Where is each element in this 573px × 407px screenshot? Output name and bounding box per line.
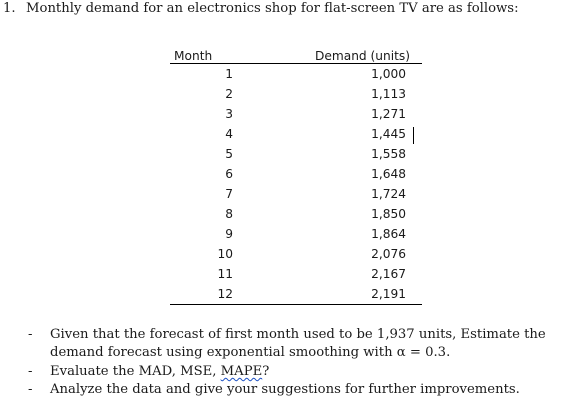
task-item: - Given that the forecast of first month…	[0, 326, 573, 363]
bullet-dash: -	[28, 363, 33, 379]
question-text: Monthly demand for an electronics shop f…	[26, 1, 519, 16]
task-text-continued: demand forecast using exponential smooth…	[50, 345, 451, 361]
demand-cell: 1,864	[371, 227, 406, 241]
table-row: 12 2,191	[170, 284, 422, 305]
demand-cell: 2,191	[241, 284, 422, 305]
demand-cell: 1,000	[371, 67, 406, 81]
table-row: 8 1,850	[170, 204, 422, 224]
question-number: 1.	[3, 1, 16, 16]
demand-cell: 1,648	[371, 167, 406, 181]
month-cell: 1	[225, 67, 233, 81]
month-cell: 4	[225, 127, 233, 141]
demand-column-header: Demand (units)	[241, 45, 422, 64]
demand-table: Month Demand (units) 1 1,000 2 1,113 3 1,27…	[170, 45, 422, 305]
task-text: Evaluate the MAD, MSE, MAPE?	[50, 363, 573, 381]
table-body: 1 1,000 2 1,113 3 1,271 4 1,445 5 1,558 6 1,64…	[170, 64, 422, 305]
task-text: Given that the forecast of first month u…	[50, 327, 546, 342]
month-cell: 9	[225, 227, 233, 241]
demand-cell: 1,113	[371, 87, 406, 101]
table-row: 5 1,558	[170, 144, 422, 164]
month-cell: 5	[225, 147, 233, 161]
task-item: - Analyze the data and give your suggest…	[0, 381, 573, 399]
bullet-dash: -	[28, 327, 33, 342]
task-list: - Given that the forecast of first month…	[0, 326, 573, 400]
table-row: 3 1,271	[170, 104, 422, 124]
text-cursor	[413, 127, 414, 144]
task-text-suffix: ?	[262, 363, 270, 379]
demand-cell: 1,271	[371, 107, 406, 121]
demand-cell: 1,724	[371, 187, 406, 201]
table-row: 7 1,724	[170, 184, 422, 204]
task-text: Analyze the data and give your suggestio…	[50, 382, 520, 398]
month-cell: 7	[225, 187, 233, 201]
demand-cell: 2,076	[371, 247, 406, 261]
month-cell: 6	[225, 167, 233, 181]
table-row: 10 2,076	[170, 244, 422, 264]
table-row: 6 1,648	[170, 164, 422, 184]
month-cell: 2	[225, 87, 233, 101]
month-cell: 10	[217, 247, 233, 261]
table-row: 11 2,167	[170, 264, 422, 284]
spellcheck-flagged-word: MAPE	[220, 363, 263, 379]
table-row: 1 1,000	[170, 64, 422, 85]
table-row: 4 1,445	[170, 124, 422, 144]
table-row: 2 1,113	[170, 84, 422, 104]
table-header-row: Month Demand (units)	[170, 45, 422, 64]
demand-cell: 1,445	[371, 127, 406, 141]
bullet-dash: -	[28, 382, 33, 398]
month-column-header: Month	[170, 45, 241, 64]
task-item: - Evaluate the MAD, MSE, MAPE?	[0, 363, 573, 381]
demand-cell: 2,167	[371, 267, 406, 281]
month-cell: 11	[217, 267, 233, 281]
month-cell: 8	[225, 207, 233, 221]
month-cell: 12	[170, 284, 241, 305]
question-heading: 1. Monthly demand for an electronics shop…	[3, 1, 519, 16]
table-row: 9 1,864	[170, 224, 422, 244]
month-cell: 3	[225, 107, 233, 121]
demand-cell: 1,558	[371, 147, 406, 161]
demand-cell: 1,850	[371, 207, 406, 221]
task-text-prefix: Evaluate the MAD, MSE,	[50, 363, 221, 379]
